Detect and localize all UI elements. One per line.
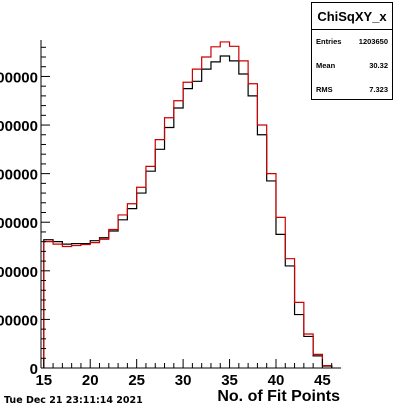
stats-label-mean: Mean bbox=[316, 61, 336, 70]
stats-box: ChiSqXY_x Entries 1203650 Mean 30.32 RMS… bbox=[311, 2, 393, 100]
histogram-series-1 bbox=[43, 41, 333, 368]
x-tick-label: 45 bbox=[314, 372, 331, 389]
y-tick-label: 00000 bbox=[0, 312, 38, 329]
x-tick-label: 15 bbox=[35, 372, 52, 389]
y-tick-label: 00000 bbox=[0, 264, 38, 281]
y-tick-label: 00000 bbox=[0, 118, 38, 135]
stats-value-entries: 1203650 bbox=[358, 37, 388, 46]
stats-label-entries: Entries bbox=[316, 37, 342, 46]
histogram-series-0 bbox=[43, 55, 333, 368]
timestamp: Tue Dec 21 23:11:14 2021 bbox=[4, 395, 143, 406]
histogram-series-layer bbox=[43, 41, 333, 368]
x-axis-title: No. of Fit Points bbox=[217, 388, 340, 405]
y-tick-label: 0 bbox=[30, 361, 38, 378]
stats-title: ChiSqXY_x bbox=[312, 3, 392, 30]
x-tick-label: 40 bbox=[268, 372, 285, 389]
x-tick-label: 20 bbox=[82, 372, 99, 389]
stats-value-mean: 30.32 bbox=[369, 61, 388, 70]
x-tick-label: 35 bbox=[221, 372, 238, 389]
y-tick-label: 00000 bbox=[0, 69, 38, 86]
x-tick-label: 25 bbox=[128, 372, 145, 389]
x-tick-label: 30 bbox=[175, 372, 192, 389]
stats-row-entries: Entries 1203650 bbox=[316, 37, 388, 46]
stats-value-rms: 7.323 bbox=[369, 85, 388, 94]
axes-layer: 15 20 25 30 35 40 4500000000000000000000000000… bbox=[0, 40, 341, 389]
y-tick-label: 00000 bbox=[0, 215, 38, 232]
stats-row-mean: Mean 30.32 bbox=[316, 61, 388, 70]
stats-label-rms: RMS bbox=[316, 85, 333, 94]
stats-row-rms: RMS 7.323 bbox=[316, 85, 388, 94]
y-tick-label: 00000 bbox=[0, 167, 38, 184]
